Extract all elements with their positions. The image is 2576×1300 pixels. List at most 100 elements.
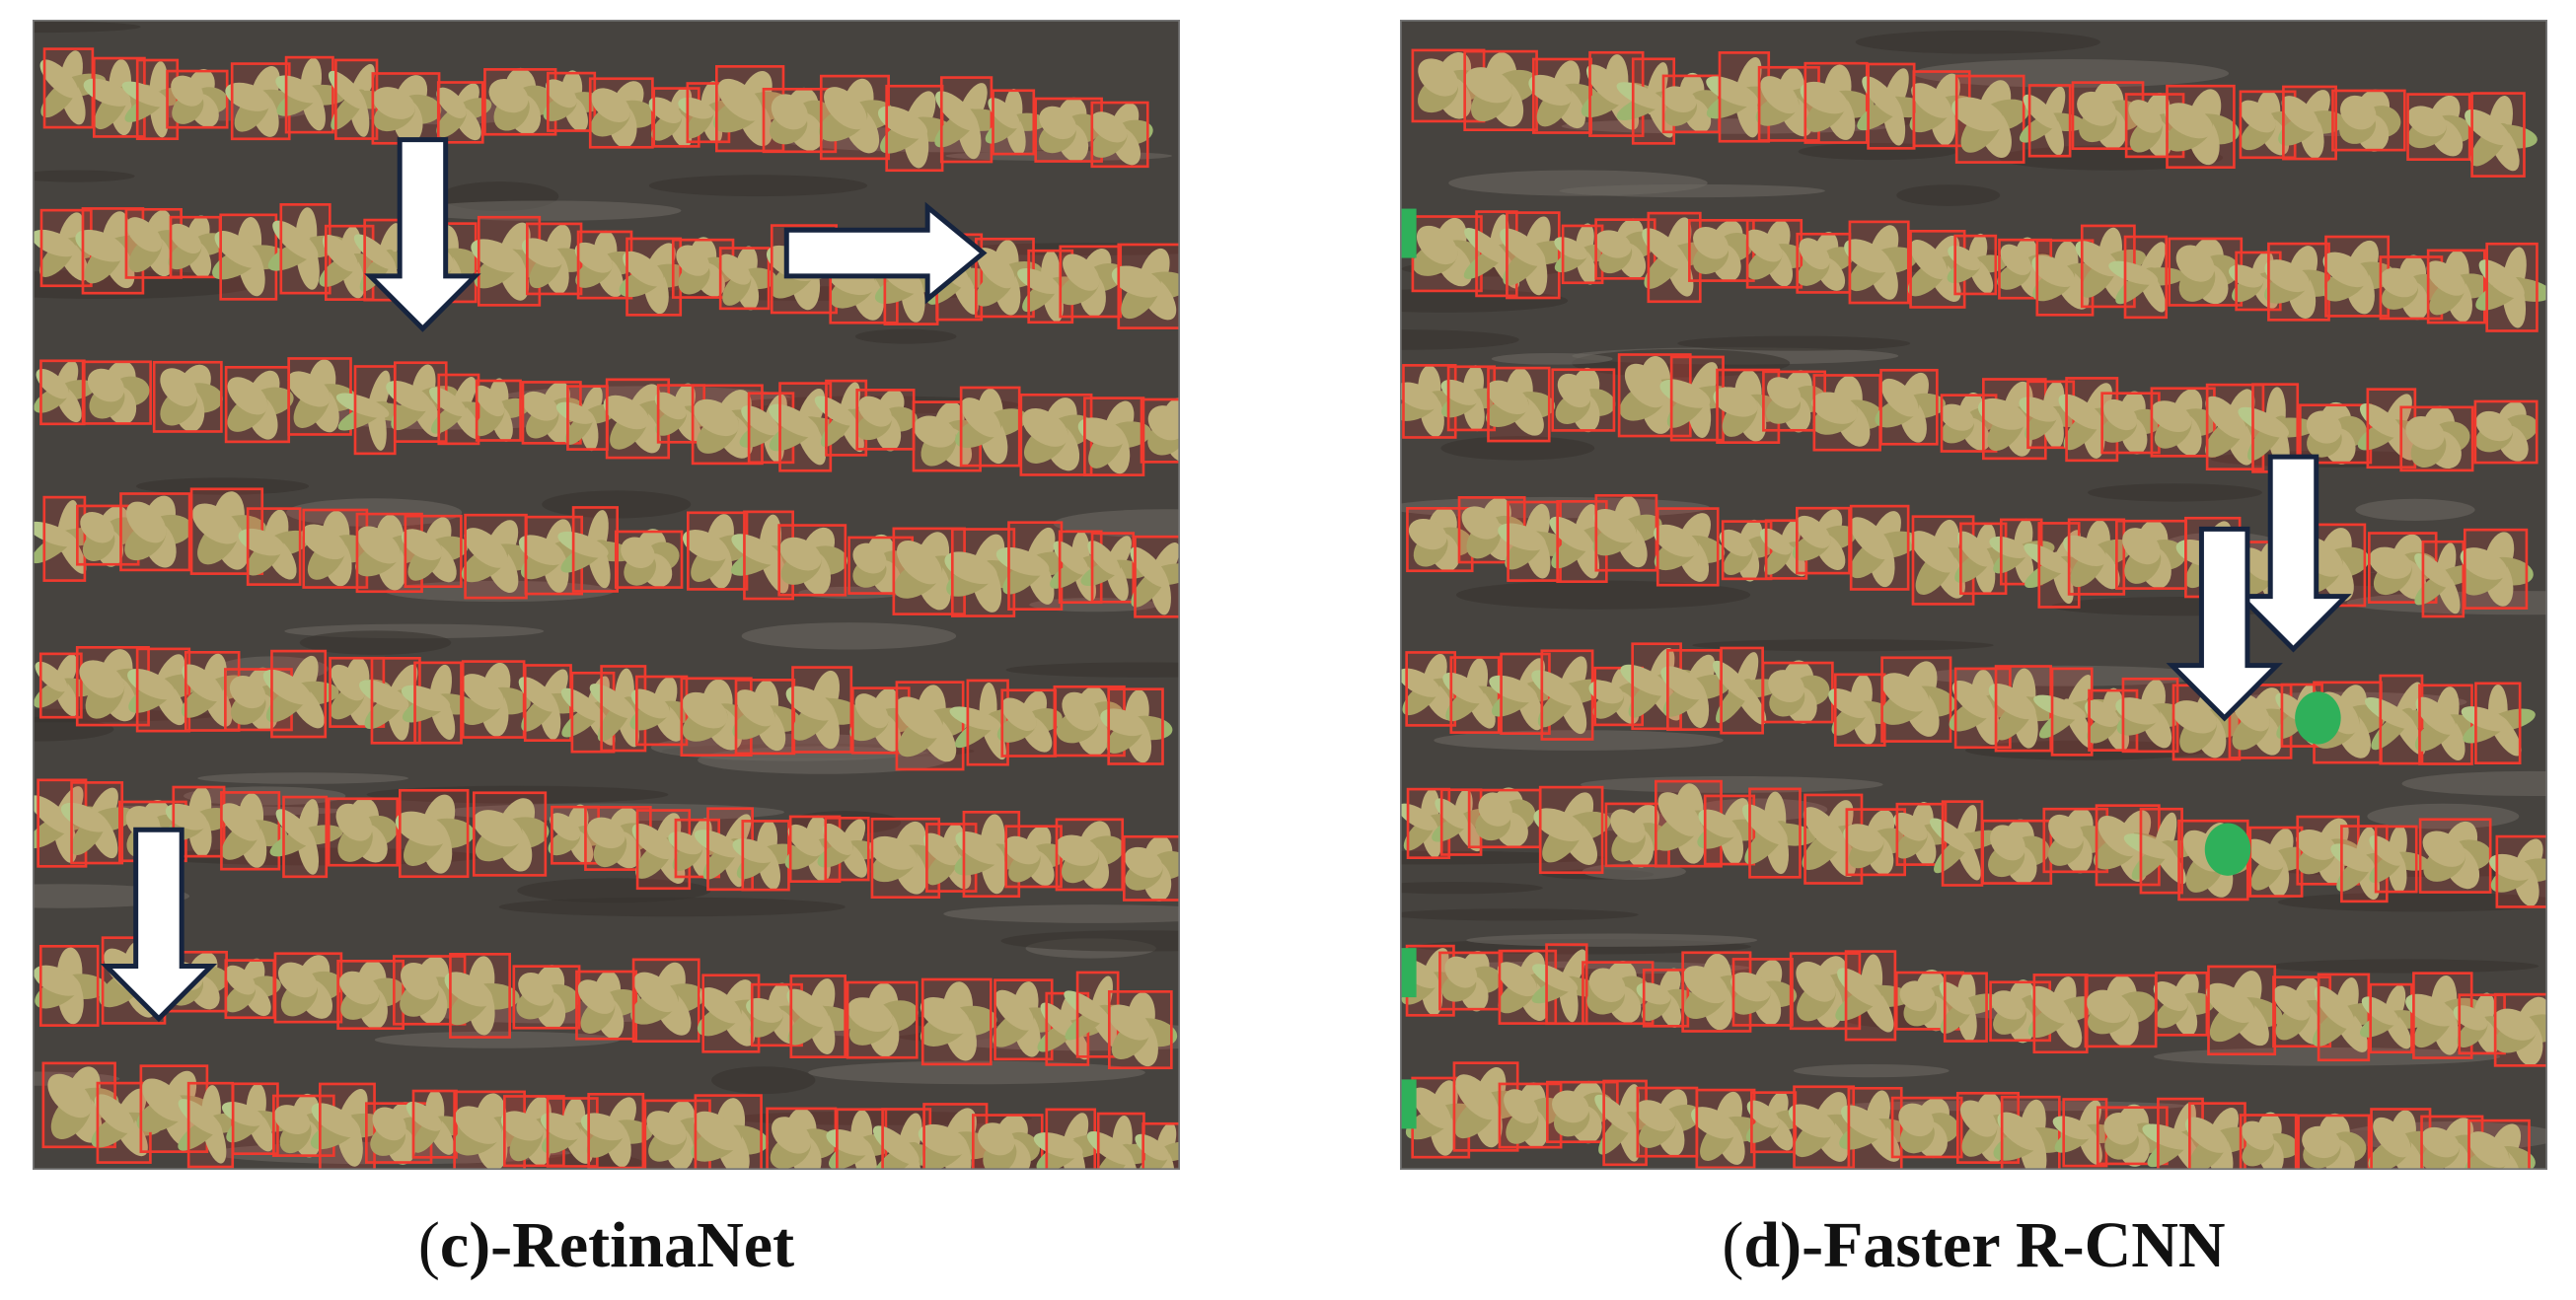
leaf	[2033, 694, 2087, 720]
soil-texture	[1400, 908, 1639, 921]
leaf	[335, 803, 373, 841]
leaf	[1053, 541, 1089, 575]
leaf	[2426, 260, 2466, 296]
soil-texture	[741, 622, 957, 650]
leaf	[1064, 990, 1110, 1025]
leaf	[1039, 106, 1076, 140]
detection-box	[2207, 965, 2277, 1056]
plant	[1400, 788, 1464, 858]
detection-box	[2050, 667, 2094, 757]
detection-box	[2166, 84, 2236, 170]
leaf	[2489, 853, 2533, 881]
leaf	[2085, 699, 2119, 728]
detection-box	[734, 679, 796, 756]
detection-box	[1867, 62, 1916, 150]
leaf	[1910, 240, 1948, 280]
leaf	[1862, 76, 1902, 117]
detection-box	[1911, 515, 1975, 606]
plant	[1441, 951, 1503, 1012]
plant	[2380, 254, 2445, 321]
leaf	[623, 251, 665, 287]
leaf	[1991, 990, 2026, 1020]
plant	[1951, 80, 2030, 159]
leaf	[2031, 254, 2076, 288]
leaf	[33, 521, 78, 547]
soil-texture	[1677, 335, 1911, 351]
leaf	[574, 242, 613, 273]
soil-texture	[2367, 803, 2520, 830]
leaf	[2380, 267, 2418, 298]
leaf	[693, 1111, 742, 1151]
edge-plant	[1400, 1079, 1417, 1129]
plant	[2465, 95, 2538, 172]
plant	[1766, 370, 1826, 433]
leaf	[2493, 1008, 2538, 1041]
detection-box	[1642, 969, 1690, 1028]
detection-box	[1090, 532, 1136, 604]
soil-texture	[1491, 352, 1613, 365]
plant	[1400, 948, 1466, 1016]
leaf	[36, 368, 70, 399]
leaf	[994, 989, 1035, 1031]
leaf	[273, 1105, 311, 1135]
soil-texture	[854, 328, 957, 344]
soil-texture	[2268, 959, 2539, 974]
plant	[1498, 503, 1573, 579]
plant	[1875, 372, 1947, 443]
leaf	[405, 1101, 443, 1131]
plant	[1592, 495, 1662, 568]
plant	[1797, 232, 1855, 291]
soil-texture	[374, 1031, 620, 1048]
plant	[1654, 513, 1726, 582]
leaf	[372, 1107, 406, 1141]
plant	[1712, 652, 1783, 725]
leaf	[125, 501, 167, 543]
detection-box	[2485, 242, 2539, 332]
plant	[590, 81, 657, 148]
detection-box	[950, 528, 1016, 617]
plant	[1055, 821, 1125, 890]
plant	[124, 495, 193, 568]
soil-texture	[33, 170, 135, 182]
leaf	[546, 79, 577, 108]
leaf	[961, 397, 1001, 438]
plant	[1400, 365, 1466, 437]
soil-texture	[1793, 1064, 1950, 1078]
image-border	[33, 20, 1180, 1170]
leaf	[1730, 972, 1771, 1002]
missed-plant	[2295, 691, 2341, 745]
leaf	[1661, 86, 1697, 113]
detection-box	[1879, 368, 1939, 446]
detection-box	[472, 791, 548, 877]
detection-box	[1498, 1082, 1563, 1149]
leaf	[1588, 680, 1624, 704]
soil-texture	[1692, 639, 1994, 652]
edge-plant	[1400, 948, 1417, 998]
detection-box	[1406, 507, 1474, 573]
plant	[212, 216, 289, 297]
leaf	[1400, 382, 1439, 410]
leaf	[328, 70, 366, 109]
plant	[220, 793, 288, 868]
leaf	[978, 1122, 1015, 1156]
leaf	[2405, 416, 2445, 450]
detection-box	[449, 953, 511, 1039]
soil-texture	[197, 772, 409, 784]
detection-box	[219, 213, 278, 301]
caption-paren: (	[1722, 1209, 1744, 1281]
leaf	[372, 87, 415, 119]
leaf	[1759, 528, 1792, 555]
detection-box	[547, 71, 597, 132]
leaf	[2465, 108, 2511, 146]
plant	[779, 527, 848, 596]
leaf	[1416, 225, 1458, 265]
leaf	[1400, 668, 1440, 697]
detection-box	[2000, 1095, 2061, 1170]
detection-box	[895, 681, 965, 771]
plant	[273, 1093, 336, 1158]
detection-box	[38, 944, 100, 1027]
detection-box	[1531, 57, 1592, 134]
plant	[1533, 792, 1611, 865]
soil-texture	[1580, 775, 1883, 793]
leaf	[1557, 373, 1591, 408]
